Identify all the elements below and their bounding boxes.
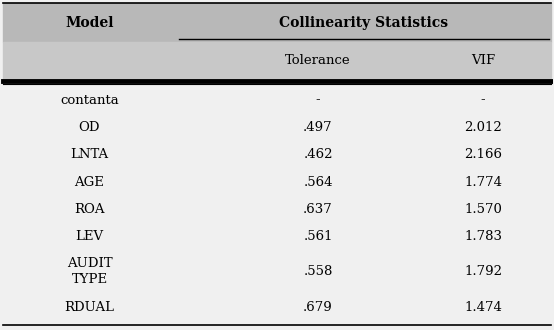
Text: 1.474: 1.474 bbox=[464, 301, 502, 313]
Text: .679: .679 bbox=[303, 301, 333, 313]
Text: OD: OD bbox=[79, 121, 100, 134]
Text: LNTA: LNTA bbox=[70, 148, 109, 161]
Text: .462: .462 bbox=[303, 148, 333, 161]
Text: AUDIT
TYPE: AUDIT TYPE bbox=[66, 257, 112, 286]
Text: -: - bbox=[316, 93, 320, 107]
Text: RDUAL: RDUAL bbox=[64, 301, 115, 313]
Text: Tolerance: Tolerance bbox=[285, 54, 351, 67]
Text: 2.166: 2.166 bbox=[464, 148, 502, 161]
Text: -: - bbox=[481, 93, 485, 107]
Bar bbox=[3, 43, 551, 80]
Text: .561: .561 bbox=[303, 230, 333, 243]
Text: Model: Model bbox=[65, 16, 114, 30]
Text: 1.570: 1.570 bbox=[464, 203, 502, 216]
Text: ROA: ROA bbox=[74, 203, 105, 216]
Text: VIF: VIF bbox=[471, 54, 495, 67]
Text: .558: .558 bbox=[304, 265, 333, 279]
Text: AGE: AGE bbox=[74, 176, 104, 188]
Text: .637: .637 bbox=[303, 203, 333, 216]
Text: contanta: contanta bbox=[60, 93, 119, 107]
Text: .497: .497 bbox=[303, 121, 333, 134]
Text: 1.783: 1.783 bbox=[464, 230, 502, 243]
Text: LEV: LEV bbox=[75, 230, 104, 243]
Bar bbox=[3, 3, 551, 43]
Text: 1.792: 1.792 bbox=[464, 265, 502, 279]
Text: 2.012: 2.012 bbox=[464, 121, 502, 134]
Text: .564: .564 bbox=[303, 176, 333, 188]
Text: Collinearity Statistics: Collinearity Statistics bbox=[279, 16, 448, 30]
Text: 1.774: 1.774 bbox=[464, 176, 502, 188]
